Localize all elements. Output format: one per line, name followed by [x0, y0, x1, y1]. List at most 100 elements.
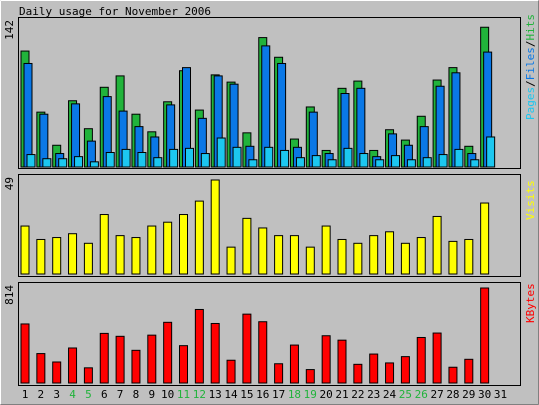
pages-bar-28	[454, 148, 464, 168]
pages-bar-2	[42, 158, 52, 168]
pages-bar-17	[280, 149, 290, 168]
pages-bar-6	[105, 152, 115, 168]
visits-bar-7	[115, 235, 125, 275]
kbytes-bar-15	[242, 313, 252, 384]
visits-bar-20	[321, 225, 331, 275]
x-tick-label-5: 5	[85, 388, 92, 401]
visits-bar-18	[289, 235, 299, 275]
x-tick-label-19: 19	[304, 388, 317, 401]
kbytes-bar-19	[305, 369, 315, 384]
kbytes-bar-29	[464, 358, 474, 384]
x-tick-label-20: 20	[320, 388, 333, 401]
visits-bar-10	[163, 221, 173, 275]
pages-bar-30	[486, 136, 496, 168]
visits-bar-2	[36, 238, 46, 275]
legend-pages: Pages	[524, 87, 537, 120]
visits-bar-27	[432, 215, 442, 275]
pages-bar-11	[185, 147, 194, 168]
pages-bar-27	[438, 154, 448, 168]
x-tick-label-28: 28	[446, 388, 459, 401]
x-tick-label-31: 31	[494, 388, 507, 401]
hits-legend: Pages/Files/Hits	[524, 14, 537, 120]
files-bar-1	[23, 62, 33, 168]
visits-bar-21	[337, 238, 347, 275]
pages-bar-21	[343, 147, 353, 168]
pages-bar-15	[248, 159, 258, 168]
kbytes-bar-21	[337, 339, 347, 384]
legend-files: Files	[524, 47, 537, 80]
pages-bar-8	[137, 152, 147, 168]
kbytes-panel-frame	[18, 282, 521, 386]
kbytes-bar-23	[369, 353, 379, 384]
visits-bar-24	[385, 231, 395, 275]
visits-bar-23	[369, 235, 379, 275]
x-tick-label-14: 14	[224, 388, 238, 401]
x-tick-label-10: 10	[161, 388, 174, 401]
x-tick-label-7: 7	[117, 388, 124, 401]
visits-panel-frame	[18, 174, 521, 277]
kbytes-legend: KBytes	[524, 283, 537, 323]
pages-bar-5	[89, 161, 99, 168]
visits-legend: Visits	[524, 180, 537, 220]
pages-bar-13	[216, 137, 226, 168]
pages-bar-10	[169, 148, 179, 168]
x-tick-labels: 1 2 3 4 5 6 7 8 9 10 11 12 13 14 15 16 17 18 19 20 21 22 23 24 2…	[22, 388, 507, 401]
x-tick-label-26: 26	[415, 388, 428, 401]
kbytes-bar-5	[83, 367, 93, 384]
pages-bar-16	[264, 146, 274, 168]
pages-bar-1	[26, 154, 36, 168]
kbytes-bar-24	[385, 362, 395, 384]
visits-bar-8	[131, 237, 141, 275]
visits-bar-22	[353, 242, 363, 275]
kbytes-bar-22	[353, 363, 363, 384]
kbytes-bar-26	[416, 336, 426, 384]
visits-bar-26	[416, 237, 426, 275]
visits-bar-14	[226, 246, 236, 275]
visits-bar-25	[400, 242, 410, 275]
chart-title: Daily usage for November 2006	[19, 5, 211, 18]
x-tick-label-3: 3	[53, 388, 60, 401]
kbytes-bar-12	[194, 308, 204, 384]
visits-bar-13	[210, 179, 220, 275]
x-tick-label-25: 25	[399, 388, 412, 401]
x-tick-label-18: 18	[288, 388, 301, 401]
x-tick-label-2: 2	[38, 388, 45, 401]
visits-bar-16	[258, 227, 268, 275]
x-tick-label-1: 1	[22, 388, 29, 401]
pages-bar-29	[470, 159, 480, 168]
x-tick-label-4: 4	[69, 388, 76, 401]
visits-bar-5	[83, 242, 93, 275]
x-tick-label-16: 16	[256, 388, 269, 401]
x-tick-label-21: 21	[335, 388, 348, 401]
kbytes-bar-8	[131, 349, 141, 384]
visits-bar-9	[147, 225, 157, 275]
kbytes-bar-17	[274, 363, 284, 384]
bars-layer	[20, 26, 496, 384]
x-tick-label-8: 8	[133, 388, 140, 401]
visits-bar-6	[99, 214, 109, 275]
visits-bar-30	[480, 202, 490, 275]
x-tick-label-30: 30	[478, 388, 491, 401]
x-tick-label-24: 24	[383, 388, 397, 401]
visits-bar-1	[20, 225, 30, 275]
kbytes-bar-14	[226, 359, 236, 384]
kbytes-bar-7	[115, 335, 125, 384]
kbytes-bar-9	[147, 334, 157, 384]
pages-bar-7	[121, 148, 131, 168]
pages-bar-9	[153, 157, 163, 168]
x-tick-label-17: 17	[272, 388, 285, 401]
visits-bar-15	[242, 217, 252, 275]
pages-bar-12	[200, 153, 210, 168]
pages-bar-25	[406, 159, 416, 168]
visits-bar-3	[52, 237, 62, 275]
kbytes-bar-27	[432, 332, 442, 384]
kbytes-bar-28	[448, 366, 458, 384]
x-tick-label-9: 9	[148, 388, 155, 401]
visits-y-max-label: 49	[3, 177, 16, 190]
kbytes-y-max-label: 814	[3, 285, 16, 305]
visits-bar-11	[179, 214, 188, 275]
x-tick-label-27: 27	[430, 388, 443, 401]
visits-bar-4	[68, 233, 78, 275]
visits-bar-19	[305, 246, 315, 275]
